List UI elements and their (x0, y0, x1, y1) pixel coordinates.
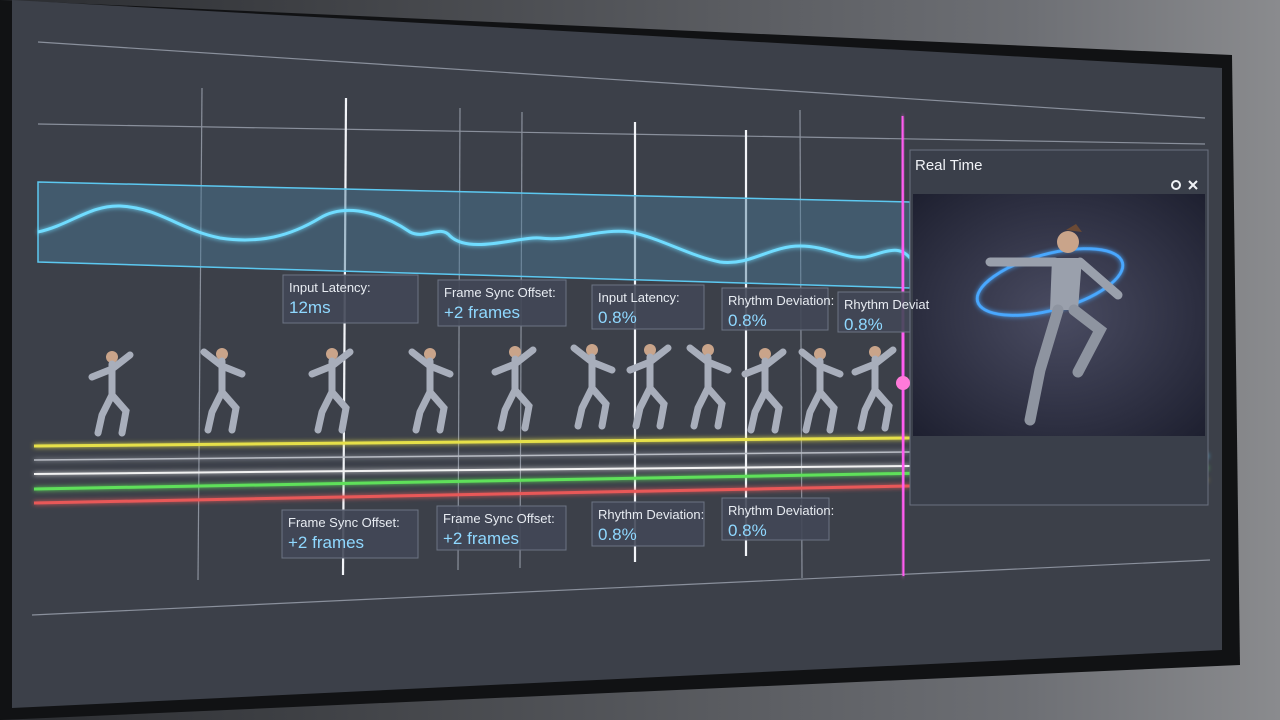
dancer-body (851, 346, 897, 432)
dancer-head (326, 348, 338, 360)
dancer-body (88, 351, 134, 437)
dancer-head (814, 348, 826, 360)
dancer-head (216, 348, 228, 360)
card-bg (591, 501, 705, 547)
metric-value: +2 frames (444, 303, 520, 322)
waveform (37, 204, 912, 265)
dancer-body (200, 348, 246, 434)
panel-title: Real Time (915, 157, 983, 174)
grid-line (31, 559, 1211, 616)
grid-line (37, 123, 1206, 145)
dancer-head (644, 344, 656, 356)
dancer-head (106, 351, 118, 363)
dancer (741, 348, 787, 434)
metric-value: 12ms (289, 298, 331, 317)
metric-label: Frame Sync Offset: (443, 511, 555, 526)
preview-panel: Real Time (909, 149, 1209, 506)
pin-icon[interactable] (1171, 180, 1181, 190)
dancer-head (759, 348, 771, 360)
dancer-head (509, 346, 521, 358)
metric-card: Rhythm Deviation: 0.8% (721, 497, 834, 541)
dancer (570, 344, 616, 430)
metric-label: Rhythm Deviation: (728, 293, 834, 308)
card-bg (837, 291, 911, 333)
dancer-strip (88, 344, 897, 437)
dancer-body (626, 344, 672, 430)
dancer-body (741, 348, 787, 434)
metric-value: 0.8% (598, 308, 637, 327)
metric-card: Input Latency: 0.8% (591, 284, 705, 330)
metric-card: Frame Sync Offset: +2 frames (437, 279, 567, 327)
playhead[interactable] (900, 115, 906, 577)
metric-label: Input Latency: (598, 290, 680, 305)
metric-card: Frame Sync Offset: +2 frames (436, 505, 567, 551)
metric-value: 0.8% (844, 315, 883, 334)
metric-card: Rhythm Deviat 0.8% (837, 291, 930, 334)
track-line (33, 436, 911, 448)
metric-label: Rhythm Deviat (844, 297, 930, 312)
metric-card: Rhythm Deviation: 0.8% (591, 501, 705, 547)
dancer-head (586, 344, 598, 356)
dancer (798, 348, 844, 434)
grid-line (37, 41, 1206, 119)
metric-value: 0.8% (598, 525, 637, 544)
metric-value: +2 frames (288, 533, 364, 552)
card-bg (721, 287, 829, 331)
dancer-body (491, 346, 537, 432)
card-bg (436, 505, 567, 551)
metric-value: +2 frames (443, 529, 519, 548)
card-bg (437, 279, 567, 327)
dancer (491, 346, 537, 432)
card-bg (282, 274, 419, 324)
dancer (408, 348, 454, 434)
card-bg (591, 284, 705, 330)
grid-line (457, 107, 461, 571)
dancer-body (308, 348, 354, 434)
grid-line (519, 111, 523, 569)
track-line (33, 451, 911, 461)
playhead-handle[interactable] (896, 376, 910, 390)
dancer (851, 346, 897, 432)
dancer-body (408, 348, 454, 434)
dancer-body (798, 348, 844, 434)
dancer-head (869, 346, 881, 358)
metric-label: Input Latency: (289, 280, 371, 295)
dancer-head (424, 348, 436, 360)
metric-label: Rhythm Deviation: (728, 503, 834, 518)
dancer (626, 344, 672, 430)
close-icon[interactable] (1188, 180, 1198, 190)
metric-label: Rhythm Deviation: (598, 507, 704, 522)
card-bg (281, 509, 419, 559)
dancer-head (702, 344, 714, 356)
dancer-body (570, 344, 616, 430)
metric-label: Frame Sync Offset: (444, 285, 556, 300)
metric-card: Rhythm Deviation: 0.8% (721, 287, 834, 331)
dancer (88, 351, 134, 437)
dancer (308, 348, 354, 434)
metric-card: Frame Sync Offset: +2 frames (281, 509, 419, 559)
metric-card: Input Latency: 12ms (282, 274, 419, 324)
card-bg (721, 497, 830, 541)
dancer (686, 344, 732, 430)
metric-value: 0.8% (728, 311, 767, 330)
grid-line (197, 87, 203, 581)
dancer (200, 348, 246, 434)
dancer-body (686, 344, 732, 430)
track-line (33, 465, 911, 475)
metric-value: 0.8% (728, 521, 767, 540)
metric-cards: Input Latency: 12ms Frame Sync Offset: +2 f… (281, 274, 930, 559)
metric-label: Frame Sync Offset: (288, 515, 400, 530)
preview-figure (975, 224, 1125, 426)
track-line (33, 484, 911, 505)
